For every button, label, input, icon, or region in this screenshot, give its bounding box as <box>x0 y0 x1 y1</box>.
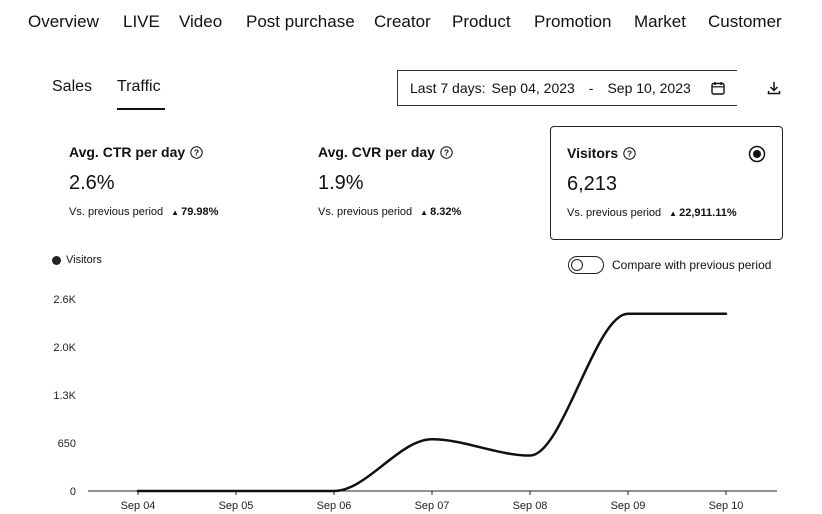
help-icon[interactable]: ? <box>190 145 203 159</box>
metric-title: Avg. CVR per day <box>318 144 435 160</box>
compare-toggle[interactable]: Compare with previous period <box>568 256 771 274</box>
delta-value: ▲ 8.32% <box>420 206 461 218</box>
tab-traffic[interactable]: Traffic <box>117 78 165 110</box>
metric-card-cvr[interactable]: Avg. CVR per day ? 1.9% Vs. previous per… <box>301 126 541 240</box>
legend-label: Visitors <box>66 254 102 266</box>
arrow-up-icon: ▲ <box>171 208 180 217</box>
nav-video[interactable]: Video <box>179 12 223 31</box>
nav-promotion[interactable]: Promotion <box>534 12 612 31</box>
compare-toggle-label: Compare with previous period <box>612 258 772 272</box>
visitors-line-chart: 0 650 1.3K 2.0K 2.6K Sep 04 Sep 05 Sep 06 Sep 07… <box>53 294 777 512</box>
date-range-label: Last 7 days: <box>410 80 486 96</box>
metric-title-row: Avg. CTR per day ? <box>69 144 203 160</box>
svg-text:?: ? <box>627 148 632 158</box>
metric-value: 6,213 <box>567 173 618 195</box>
delta-text: 22,911.11% <box>679 207 737 219</box>
radio-selected-icon[interactable] <box>748 145 766 163</box>
delta-value: ▲ 22,911.11% <box>669 207 736 219</box>
metric-compare: Vs. previous period ▲ 79.98% <box>69 206 218 218</box>
chart-legend: Visitors <box>52 254 102 266</box>
arrow-up-icon: ▲ <box>669 209 678 218</box>
metric-compare: Vs. previous period ▲ 8.32% <box>318 206 461 218</box>
tab-sales[interactable]: Sales <box>52 78 93 95</box>
date-range-start: Sep 04, 2023 <box>491 80 575 96</box>
nav-overview[interactable]: Overview <box>28 12 99 31</box>
nav-customer[interactable]: Customer <box>708 12 782 31</box>
x-tick-label: Sep 07 <box>415 500 450 512</box>
metric-compare: Vs. previous period ▲ 22,911.11% <box>567 207 737 219</box>
calendar-icon[interactable] <box>711 81 725 95</box>
help-icon[interactable]: ? <box>623 146 636 160</box>
metric-card-visitors[interactable]: Visitors ? 6,213 Vs. previous period ▲ 22… <box>550 126 783 240</box>
x-tick-label: Sep 04 <box>121 500 156 512</box>
y-tick-label: 2.6K <box>53 294 76 306</box>
x-tick-label: Sep 10 <box>709 500 744 512</box>
x-tick-label: Sep 08 <box>513 500 548 512</box>
compare-label: Vs. previous period <box>69 206 164 218</box>
x-tick-label: Sep 06 <box>317 500 352 512</box>
y-tick-label: 2.0K <box>53 342 76 354</box>
metric-value: 2.6% <box>69 172 115 194</box>
series-line-visitors <box>136 312 728 493</box>
delta-text: 8.32% <box>430 206 462 218</box>
metric-value: 1.9% <box>318 172 364 194</box>
help-icon[interactable]: ? <box>440 145 453 159</box>
metric-title-row: Visitors ? <box>567 145 636 161</box>
compare-label: Vs. previous period <box>318 206 413 218</box>
delta-value: ▲ 79.98% <box>171 206 218 218</box>
x-tick-label: Sep 09 <box>611 500 646 512</box>
delta-text: 79.98% <box>181 206 219 218</box>
svg-text:?: ? <box>194 147 199 157</box>
top-nav: Overview LIVE Video Post purchase Creato… <box>0 0 822 44</box>
nav-product[interactable]: Product <box>452 12 511 31</box>
y-tick-label: 0 <box>70 486 76 498</box>
nav-post-purchase[interactable]: Post purchase <box>246 12 355 31</box>
metric-title: Visitors <box>567 145 619 161</box>
date-range-picker[interactable]: Last 7 days: Sep 04, 2023 - Sep 10, 2023 <box>397 70 737 106</box>
toggle-knob <box>571 258 583 271</box>
metric-title: Avg. CTR per day <box>69 144 186 160</box>
svg-text:?: ? <box>444 147 449 157</box>
metric-title-row: Avg. CVR per day ? <box>318 144 453 160</box>
metric-card-ctr[interactable]: Avg. CTR per day ? 2.6% Vs. previous per… <box>52 126 292 240</box>
x-tick-label: Sep 05 <box>219 500 254 512</box>
y-tick-label: 1.3K <box>53 390 76 402</box>
date-range-end: Sep 10, 2023 <box>607 80 691 96</box>
y-tick-label: 650 <box>58 438 76 450</box>
compare-label: Vs. previous period <box>567 207 662 219</box>
arrow-up-icon: ▲ <box>420 208 429 217</box>
nav-market[interactable]: Market <box>634 12 686 31</box>
download-icon[interactable] <box>766 80 782 96</box>
legend-dot <box>52 255 61 265</box>
date-range-separator: - <box>588 80 594 96</box>
nav-live[interactable]: LIVE <box>123 12 160 31</box>
nav-creator[interactable]: Creator <box>374 12 431 31</box>
toggle-switch[interactable] <box>568 256 604 274</box>
